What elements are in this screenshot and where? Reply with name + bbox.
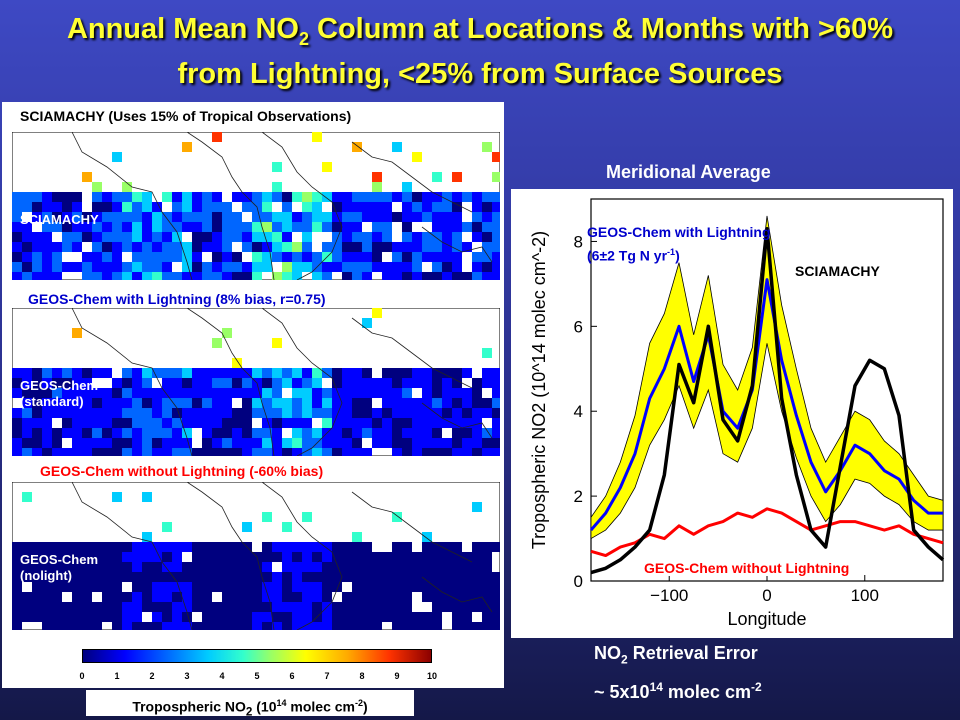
colorbar-label: Tropospheric NO2 (1014 molec cm-2) — [86, 690, 414, 718]
map-inset-label: GEOS-Chem — [20, 552, 98, 567]
map-geos-standard-canvas: GEOS-Chem(standard) — [12, 308, 500, 456]
map-label-geos-nolight: GEOS-Chem without Lightning (-60% bias) — [40, 463, 324, 479]
series-line-geos-chem-with-lightning — [589, 278, 943, 532]
y-tick-label: 0 — [574, 572, 583, 591]
map-sciamachy-canvas: SCIAMACHY — [12, 132, 500, 280]
meridional-title: Meridional Average — [606, 162, 771, 182]
y-tick-label: 4 — [574, 402, 583, 421]
retrieval-error: NO2 Retrieval Error ~ 5x1014 molec cm-2 — [594, 640, 762, 706]
maps-panel: SCIAMACHY (Uses 15% of Tropical Observat… — [2, 102, 504, 688]
annot-nolight: GEOS-Chem without Lightning — [642, 560, 852, 576]
colorbar-tick: 7 — [324, 671, 330, 681]
annot-geos-line-1: GEOS-Chem with Lightning — [587, 224, 771, 240]
title-line-1: Annual Mean NO2 Column at Locations & Mo… — [66, 13, 894, 49]
map-inset-label: SCIAMACHY — [20, 212, 99, 227]
y-tick-label: 6 — [574, 317, 583, 336]
map-label-sciamachy: SCIAMACHY (Uses 15% of Tropical Observat… — [20, 108, 352, 124]
meridional-plot-panel: 0 2 4 6 8 −100 0 100 Longitude Tropospheric NO2 (… — [511, 189, 953, 638]
colorbar-tick: 0 — [79, 671, 85, 681]
map-inset-label: GEOS-Chem — [20, 378, 98, 393]
series-line-sciamachy — [590, 226, 945, 575]
page-title: Annual Mean NO2 Column at Locations & Mo… — [0, 12, 960, 92]
colorbar-tick: 9 — [394, 671, 400, 681]
colorbar-tick: 4 — [219, 671, 225, 681]
map-geos-nolight-canvas: GEOS-Chem(nolight) — [12, 482, 500, 630]
x-tick-label: −100 — [650, 586, 688, 605]
x-tick-label: 100 — [851, 586, 879, 605]
colorbar-tick: 10 — [426, 671, 438, 681]
y-tick-label: 2 — [574, 487, 583, 506]
annot-sciamachy: SCIAMACHY — [795, 263, 880, 279]
title-line-2: from Lightning, <25% from Surface Source… — [177, 57, 783, 90]
map-sciamachy: SCIAMACHY — [12, 132, 500, 280]
uncertainty-band — [590, 215, 944, 540]
colorbar — [82, 649, 432, 663]
retrieval-line-1: NO2 Retrieval Error — [594, 643, 758, 667]
annot-geos-line-2: (6±2 Tg N yr-1) — [587, 247, 680, 264]
meridional-plot: 0 2 4 6 8 −100 0 100 Longitude Tropospheric NO2 (… — [529, 198, 945, 629]
colorbar-tick: 5 — [254, 671, 260, 681]
map-label-geos-standard: GEOS-Chem with Lightning (8% bias, r=0.7… — [28, 291, 326, 307]
colorbar-tick: 1 — [114, 671, 120, 681]
retrieval-line-2: ~ 5x1014 molec cm-2 — [594, 679, 762, 702]
colorbar-ticks: 0 1 2 3 4 5 6 7 8 9 10 — [79, 671, 437, 683]
colorbar-tick: 3 — [184, 671, 190, 681]
map-geos-nolight: GEOS-Chem (nolight) — [12, 482, 500, 630]
map-inset-label: (nolight) — [20, 568, 72, 583]
y-tick-label: 8 — [574, 232, 583, 251]
map-inset-label: (standard) — [20, 394, 84, 409]
x-tick-label: 0 — [762, 586, 771, 605]
map-geos-standard: GEOS-Chem (standard) — [12, 308, 500, 456]
y-axis-label: Tropospheric NO2 (10^14 molec cm^-2) — [529, 231, 549, 549]
series-line-geos-chem-without-lightning — [590, 507, 944, 558]
colorbar-tick: 6 — [289, 671, 295, 681]
x-axis-label: Longitude — [727, 609, 806, 629]
annot-geos-lightning: GEOS-Chem with Lightning (6±2 Tg N yr-1) — [587, 222, 771, 266]
colorbar-tick: 2 — [149, 671, 155, 681]
colorbar-tick: 8 — [359, 671, 365, 681]
